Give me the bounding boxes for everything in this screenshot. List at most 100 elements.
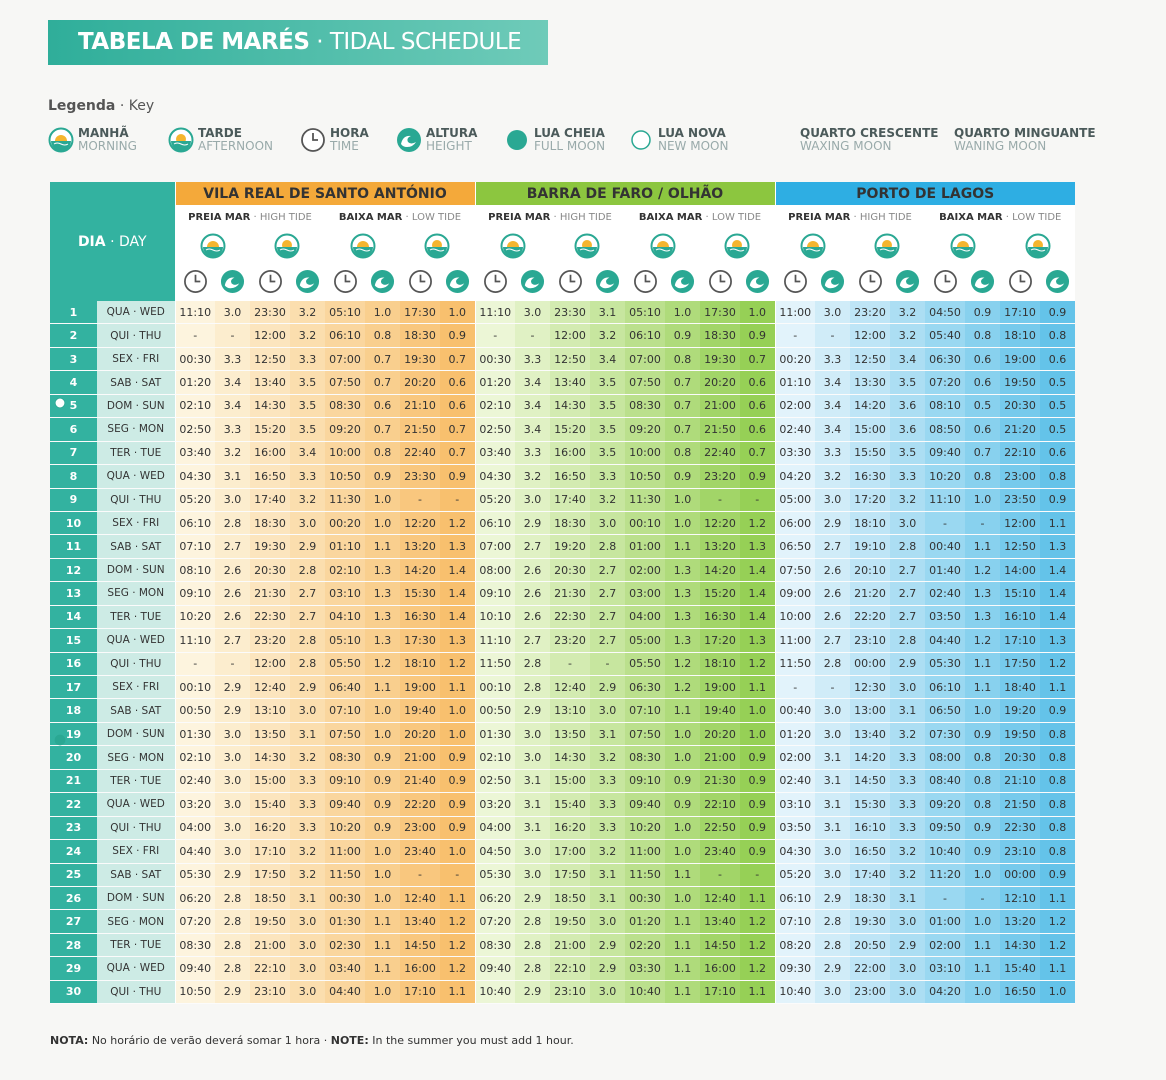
tide-height: 3.0 xyxy=(290,909,325,934)
tide-header: BAIXA MAR · LOW TIDE xyxy=(324,205,475,229)
tide-height: 1.1 xyxy=(665,863,700,887)
tide-height: 3.2 xyxy=(290,839,325,864)
tide-height: 3.3 xyxy=(290,792,325,817)
day-name: QUA · WED xyxy=(97,301,175,325)
tide-time: 13:50 xyxy=(250,722,290,747)
icon-shape xyxy=(370,269,394,294)
tide-time: 19:50 xyxy=(1000,722,1040,747)
day-name: TER · TUE xyxy=(97,441,175,466)
tide-height: 3.1 xyxy=(515,816,550,841)
tide-height: 1.1 xyxy=(365,909,400,934)
icon-shape xyxy=(54,397,66,409)
tide-time: 01:20 xyxy=(625,909,665,934)
day-number: 29 xyxy=(50,956,97,981)
legend-text: QUARTO MINGUANTE WANING MOON xyxy=(954,127,1096,153)
tide-height: 3.6 xyxy=(890,417,925,442)
icon-shape xyxy=(944,274,951,283)
tide-time: 17:40 xyxy=(550,488,590,512)
day-row: 17 SEX · FRI 00:10 2.9 12:40 2.9 06:40 1.1 19:00… xyxy=(50,675,1075,700)
tide-time: 15:20 xyxy=(250,417,290,442)
unit-icon-cell xyxy=(665,265,700,301)
tide-height: 1.3 xyxy=(1040,628,1075,653)
tide-time: 10:20 xyxy=(325,816,365,841)
day-number: 26 xyxy=(50,886,97,911)
legend-item: QUARTO CRESCENTE WAXING MOON xyxy=(770,127,938,153)
day-header-pt: DIA xyxy=(77,233,106,250)
tide-height: 1.1 xyxy=(365,956,400,981)
tide-time: 16:20 xyxy=(250,816,290,841)
tide-height: 1.0 xyxy=(965,980,1000,1005)
tide-height: 2.9 xyxy=(815,956,850,981)
tide-time: 06:00 xyxy=(774,511,815,536)
day-row: 13 SEG · MON 09:10 2.6 21:30 2.7 03:10 1.3 15:30… xyxy=(50,581,1075,606)
tide-time: 07:50 xyxy=(774,558,815,583)
tide-time: 03:40 xyxy=(474,441,515,466)
period-icon-cell xyxy=(550,229,625,265)
tide-height: 0.8 xyxy=(365,441,400,466)
tide-time: 17:10 xyxy=(400,980,440,1005)
tide-time: 02:40 xyxy=(774,417,815,442)
tide-time: 17:30 xyxy=(700,301,740,325)
wave-icon xyxy=(370,269,394,294)
unit-icon-cell xyxy=(774,265,815,301)
tide-height: 0.9 xyxy=(740,816,775,841)
day-name: TER · TUE xyxy=(97,605,175,630)
icon-shape xyxy=(749,277,764,289)
tide-height: 3.2 xyxy=(590,488,625,512)
tide-height: 0.8 xyxy=(1040,464,1075,489)
tide-time: 07:20 xyxy=(925,370,965,395)
tide-time: 09:40 xyxy=(925,441,965,466)
tide-time: 11:50 xyxy=(325,863,365,887)
day-name: QUI · THU xyxy=(97,980,175,1005)
unit-icon-cell xyxy=(249,265,290,301)
tide-time: 02:20 xyxy=(625,933,665,958)
tide-time: 02:40 xyxy=(174,769,215,794)
tide-height: 1.1 xyxy=(665,909,700,934)
tide-height: 2.7 xyxy=(290,581,325,606)
tide-height: 2.9 xyxy=(890,933,925,958)
tide-height: 1.0 xyxy=(665,816,700,841)
tide-height: 3.2 xyxy=(890,722,925,747)
tide-time: 16:10 xyxy=(850,816,890,841)
tide-height: 1.0 xyxy=(665,886,700,911)
period-icon-cell xyxy=(250,229,325,265)
day-name: TER · TUE xyxy=(97,933,175,958)
tide-height: 1.0 xyxy=(440,301,475,325)
tide-header-pt: BAIXA MAR xyxy=(338,211,403,223)
tide-height: - xyxy=(740,863,775,887)
icon-shape xyxy=(295,269,319,294)
tide-height: 3.0 xyxy=(215,839,250,864)
day-row: 11 SAB · SAT 07:10 2.7 19:30 2.9 01:10 1.1 13:20… xyxy=(50,534,1075,559)
note: NOTA: No horário de verão deverá somar 1… xyxy=(50,1034,574,1047)
legend-en: NEW MOON xyxy=(658,139,729,153)
tide-time: 11:30 xyxy=(625,488,665,512)
unit-icon-cell xyxy=(174,265,215,301)
day-name: DOM · SUN xyxy=(97,558,175,583)
afternoon-icon xyxy=(168,127,194,153)
tide-height: 0.7 xyxy=(365,417,400,442)
tide-time: 14:20 xyxy=(700,558,740,583)
unit-icon-cell xyxy=(549,265,590,301)
tide-height: 3.0 xyxy=(890,909,925,934)
tide-time: 08:30 xyxy=(474,933,515,958)
tide-height: 2.7 xyxy=(590,628,625,653)
tide-height: 1.1 xyxy=(965,675,1000,700)
clock-icon xyxy=(301,128,325,152)
tide-time: 07:50 xyxy=(325,722,365,747)
tide-height: 3.4 xyxy=(290,441,325,466)
tide-time: 04:40 xyxy=(174,839,215,864)
tide-time: 07:10 xyxy=(325,698,365,723)
tide-height: 0.9 xyxy=(740,323,775,348)
tide-height: 1.3 xyxy=(965,605,1000,630)
location-name: VILA REAL DE SANTO ANTÓNIO xyxy=(174,182,475,205)
tide-height: 1.0 xyxy=(665,722,700,747)
day-number: 22 xyxy=(50,792,97,817)
tide-height: 2.8 xyxy=(590,534,625,559)
tide-time: 13:20 xyxy=(1000,909,1040,934)
tide-time: 21:00 xyxy=(550,933,590,958)
tide-height: 2.6 xyxy=(815,581,850,606)
tide-time: 15:30 xyxy=(400,581,440,606)
tide-time: 03:10 xyxy=(774,792,815,817)
tide-header: PREIA MAR · HIGH TIDE xyxy=(474,205,625,229)
tide-time: 21:50 xyxy=(400,417,440,442)
